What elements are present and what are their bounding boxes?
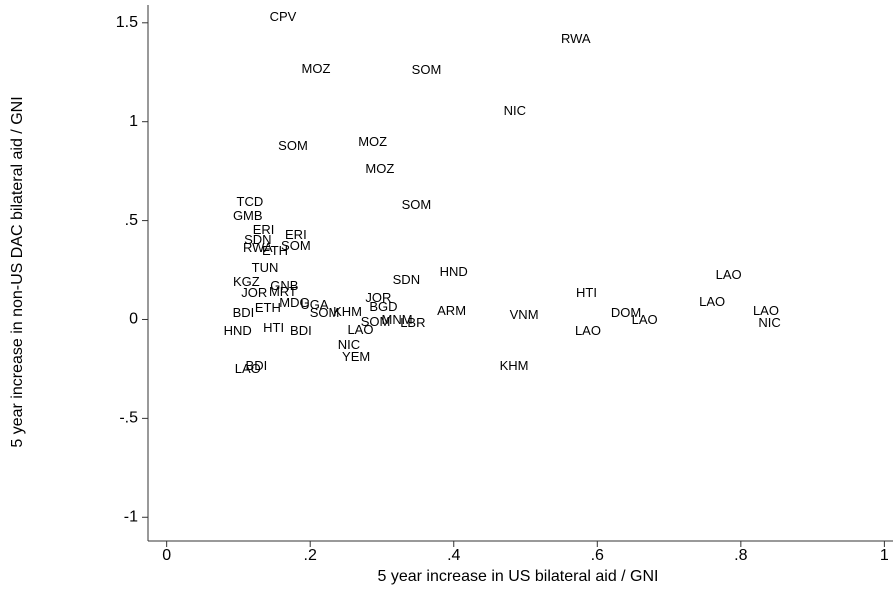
x-tick-label: 0	[162, 547, 171, 564]
point-label: LBR	[400, 315, 425, 330]
point-label: NIC	[504, 103, 526, 118]
y-tick-label: 0	[129, 311, 138, 328]
point-label: HND	[440, 264, 468, 279]
x-axis-title: 5 year increase in US bilateral aid / GN…	[377, 568, 658, 585]
point-label: KHM	[500, 358, 529, 373]
point-label: SOM	[310, 305, 340, 320]
x-tick-label: .6	[591, 547, 604, 564]
x-tick-label: .2	[304, 547, 317, 564]
y-tick-label: 1.5	[116, 14, 138, 31]
point-label: CPV	[270, 9, 297, 24]
y-tick-label: -.5	[119, 410, 138, 427]
point-label: DOM	[611, 305, 641, 320]
x-tick-label: .4	[447, 547, 460, 564]
point-label: MRT	[269, 284, 297, 299]
point-label: JOR	[241, 285, 267, 300]
point-label: UGA	[300, 297, 329, 312]
point-label: GMB	[233, 208, 263, 223]
y-axis-title: 5 year increase in non-US DAC bilateral …	[9, 96, 26, 447]
point-label: MDG	[279, 295, 309, 310]
point-label: BDI	[290, 323, 312, 338]
point-label: BDI	[246, 358, 268, 373]
point-label: LAO	[716, 267, 742, 282]
point-label: LAO	[235, 361, 261, 376]
point-label: YEM	[342, 349, 370, 364]
point-label: LAO	[753, 303, 779, 318]
point-label: GNB	[270, 278, 298, 293]
point-label: KHM	[333, 304, 362, 319]
point-label: SOM	[361, 314, 391, 329]
point-label: ETH	[255, 300, 281, 315]
point-label: ARM	[437, 303, 466, 318]
point-label: SOM	[281, 238, 311, 253]
point-label: LAO	[347, 322, 373, 337]
point-label: HTI	[263, 320, 284, 335]
point-label: LAO	[575, 323, 601, 338]
point-label: MOZ	[302, 61, 331, 76]
point-label: VNM	[510, 307, 539, 322]
point-label: SOM	[412, 62, 442, 77]
point-label: TCD	[237, 194, 264, 209]
point-label: BDI	[233, 305, 255, 320]
point-label: HTI	[576, 285, 597, 300]
point-label: KGZ	[233, 274, 260, 289]
point-label: SDN	[244, 232, 271, 247]
point-label: ERI	[285, 227, 307, 242]
point-label: ETH	[262, 243, 288, 258]
point-label: TUN	[252, 260, 279, 275]
point-label: SOM	[402, 197, 432, 212]
point-label: SOM	[278, 138, 308, 153]
point-label: SDN	[393, 272, 420, 287]
point-label: NIC	[758, 315, 780, 330]
point-label: MOZ	[358, 134, 387, 149]
point-label: BGD	[369, 299, 397, 314]
point-label: MOZ	[365, 161, 394, 176]
y-tick-label: 1	[129, 113, 138, 130]
point-label: NIC	[338, 337, 360, 352]
point-label: LAO	[699, 294, 725, 309]
point-label: RWA	[561, 31, 591, 46]
point-label: JOR	[365, 290, 391, 305]
y-tick-label: -1	[124, 508, 138, 525]
point-label: HND	[224, 323, 252, 338]
y-tick-label: .5	[125, 212, 138, 229]
point-label: RWA	[243, 240, 273, 255]
point-label: ERI	[253, 222, 275, 237]
x-tick-label: .8	[734, 547, 747, 564]
point-label: LAO	[632, 312, 658, 327]
point-label: MNM	[382, 312, 413, 327]
x-tick-label: 1	[880, 547, 889, 564]
